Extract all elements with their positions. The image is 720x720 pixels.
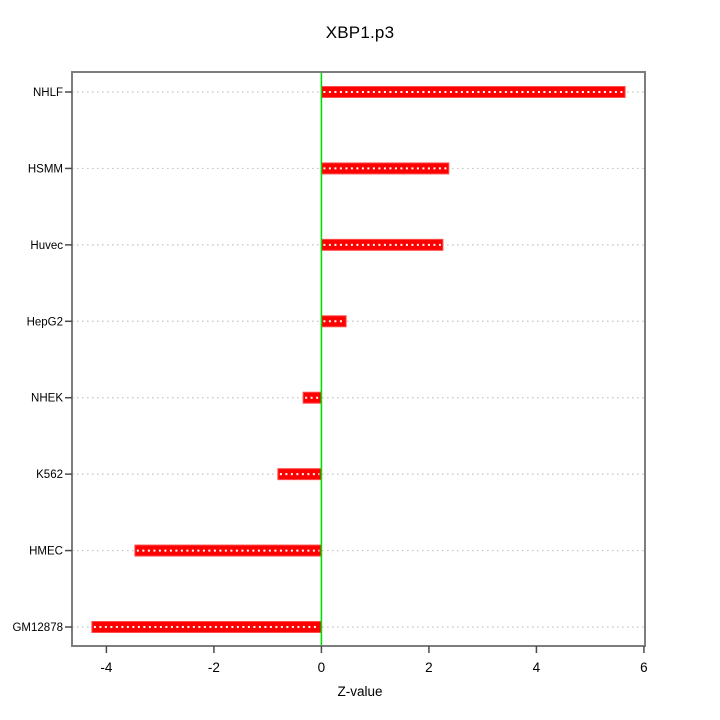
x-tick-label--4: -4 [100, 660, 112, 675]
x-tick-label-6: 6 [640, 660, 648, 675]
y-axis-label-huvec: Huvec [30, 240, 63, 252]
bar-huvec [320, 238, 444, 251]
x-tick-label-4: 4 [533, 660, 541, 675]
x-tick-label--2: -2 [208, 660, 220, 675]
y-axis-label-hmec: HMEC [29, 546, 63, 558]
x-tick-label-0: 0 [318, 660, 326, 675]
y-axis-label-hepg2: HepG2 [27, 316, 63, 328]
y-axis-label-nhek: NHEK [31, 393, 63, 405]
bar-k562 [277, 468, 322, 481]
x-tick-label-2: 2 [425, 660, 433, 675]
y-axis-label-hsmm: HSMM [28, 163, 63, 175]
chart-title: XBP1.p3 [325, 23, 395, 42]
y-axis-label-k562: K562 [36, 469, 63, 481]
x-axis-title: Z-value [337, 684, 383, 699]
y-axis-label-gm12878: GM12878 [12, 622, 63, 634]
plot-frame [71, 71, 646, 647]
bar-hmec [134, 544, 322, 557]
y-axis-label-nhlf: NHLF [33, 87, 63, 99]
